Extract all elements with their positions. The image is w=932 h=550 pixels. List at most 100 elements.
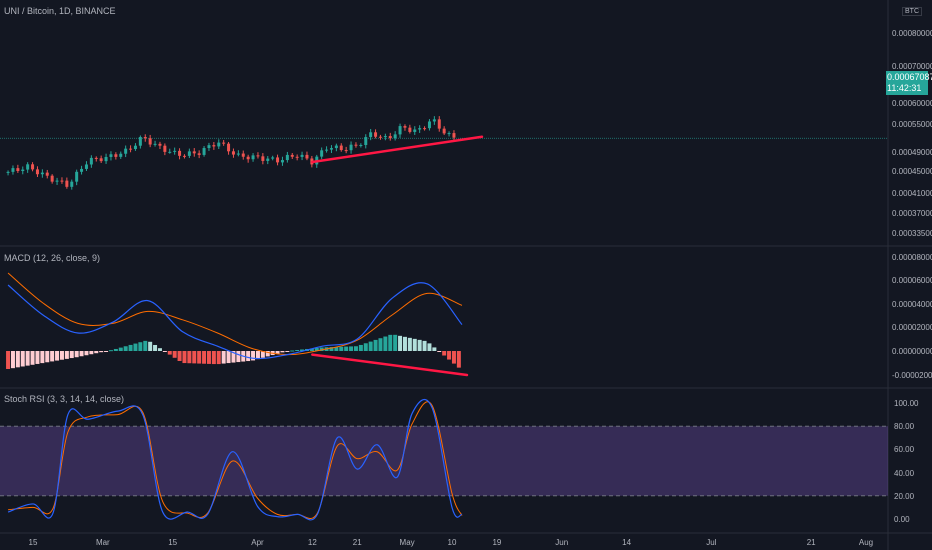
stoch-k-line xyxy=(7,398,463,521)
time-axis-tick-label: 10 xyxy=(448,538,457,547)
macd-histogram-bar xyxy=(456,351,461,368)
price-axis-tick-label: 0.00080000 xyxy=(892,29,932,38)
time-axis-tick-label: Aug xyxy=(859,538,873,547)
time-axis-tick-label: Jun xyxy=(555,538,568,547)
candle-body xyxy=(119,153,123,157)
countdown-label: 11:42:31 xyxy=(887,83,922,93)
macd-histogram-bar xyxy=(363,343,368,351)
time-axis-tick-label: 15 xyxy=(168,538,177,547)
candle-body xyxy=(349,144,353,151)
macd-histogram-bar xyxy=(167,351,172,355)
candle-body xyxy=(236,153,240,155)
macd-histogram-bar xyxy=(226,351,231,364)
macd-histogram-bar xyxy=(358,344,363,351)
macd-histogram-bar xyxy=(138,342,143,351)
candle-body xyxy=(60,180,64,182)
macd-histogram-bar xyxy=(94,351,99,354)
price-axis-tick-label: 0.00049000 xyxy=(892,148,932,157)
candle-body xyxy=(408,127,412,132)
macd-histogram-bar xyxy=(353,346,358,351)
macd-histogram-bar xyxy=(45,351,50,363)
candle-body xyxy=(359,144,363,146)
candle-body xyxy=(6,171,10,173)
candle-body xyxy=(423,128,427,130)
candle-body xyxy=(94,157,98,159)
candle-body xyxy=(344,150,348,152)
candle-body xyxy=(84,164,88,169)
macd-histogram-bar xyxy=(422,340,427,351)
candle-body xyxy=(217,142,221,147)
macd-histogram-bar xyxy=(417,339,422,351)
candle-body xyxy=(432,119,436,122)
candle-body xyxy=(129,148,133,150)
macd-histogram-bar xyxy=(128,344,133,351)
macd-histogram-bar xyxy=(314,347,319,351)
price-axis-tick-label: 0.00045000 xyxy=(892,167,932,176)
candle-body xyxy=(16,168,20,172)
candle-body xyxy=(378,136,382,138)
candle-body xyxy=(295,156,299,158)
macd-histogram-bar xyxy=(30,351,35,365)
candle-body xyxy=(124,148,128,154)
candle-body xyxy=(285,154,289,161)
time-axis-tick-label: May xyxy=(400,538,415,547)
candle-body xyxy=(50,175,54,182)
macd-histogram-bar xyxy=(236,351,241,363)
candle-body xyxy=(246,156,250,160)
candle-body xyxy=(192,151,196,154)
macd-histogram-bar xyxy=(25,351,30,366)
candle-body xyxy=(173,150,177,152)
candle-body xyxy=(354,144,358,146)
time-axis-tick-label: 21 xyxy=(807,538,816,547)
candle-body xyxy=(388,136,392,139)
last-price-tag: 0.00067087 11:42:31 xyxy=(886,71,932,95)
macd-histogram-bar xyxy=(162,351,167,352)
macd-histogram-bar xyxy=(442,351,447,356)
macd-histogram-bar xyxy=(388,334,393,351)
candle-body xyxy=(231,151,235,155)
time-axis-tick-label: 19 xyxy=(492,538,501,547)
macd-histogram-bar xyxy=(113,348,118,351)
candle-body xyxy=(104,156,108,162)
macd-histogram-bar xyxy=(398,335,403,351)
time-axis-tick-label: Apr xyxy=(251,538,264,547)
candle-body xyxy=(21,169,25,172)
macd-histogram-bar xyxy=(295,349,300,351)
macd-axis-tick-label: 0.00004000 xyxy=(892,300,932,309)
price-axis-tick-label: 0.00041000 xyxy=(892,189,932,198)
macd-histogram-bar xyxy=(407,337,412,351)
stoch-axis-tick-label: 100.00 xyxy=(894,399,919,408)
macd-histogram-bar xyxy=(334,346,339,351)
macd-line xyxy=(7,282,463,360)
price-trendline xyxy=(311,135,484,164)
macd-histogram-bar xyxy=(15,351,20,368)
macd-histogram-bar xyxy=(437,351,442,352)
macd-histogram-bar xyxy=(221,351,226,364)
macd-histogram-bar xyxy=(99,351,104,353)
macd-histogram-bar xyxy=(172,351,177,358)
macd-histogram-bar xyxy=(123,346,128,351)
currency-badge[interactable]: BTC xyxy=(902,7,922,16)
macd-histogram-bar xyxy=(265,351,270,357)
macd-histogram-bar xyxy=(143,340,148,351)
last-price-label: 0.00067087 xyxy=(887,72,932,82)
candle-body xyxy=(300,154,304,157)
candle-body xyxy=(403,126,407,128)
stoch-axis-tick-label: 60.00 xyxy=(894,445,915,454)
macd-histogram-bar xyxy=(339,346,344,351)
macd-histogram-bar xyxy=(55,351,60,361)
candle-body xyxy=(158,143,162,146)
candle-body xyxy=(241,153,245,157)
candle-body xyxy=(197,153,201,155)
macd-histogram-bar xyxy=(202,351,207,364)
candle-body xyxy=(55,180,59,182)
macd-histogram-bar xyxy=(148,341,153,351)
macd-histogram-bar xyxy=(133,343,138,351)
candle-body xyxy=(133,145,137,150)
candle-body xyxy=(75,171,79,182)
candle-body xyxy=(187,151,191,156)
candle-body xyxy=(202,148,206,155)
macd-histogram-bar xyxy=(74,351,79,358)
macd-histogram-bar xyxy=(393,334,398,351)
